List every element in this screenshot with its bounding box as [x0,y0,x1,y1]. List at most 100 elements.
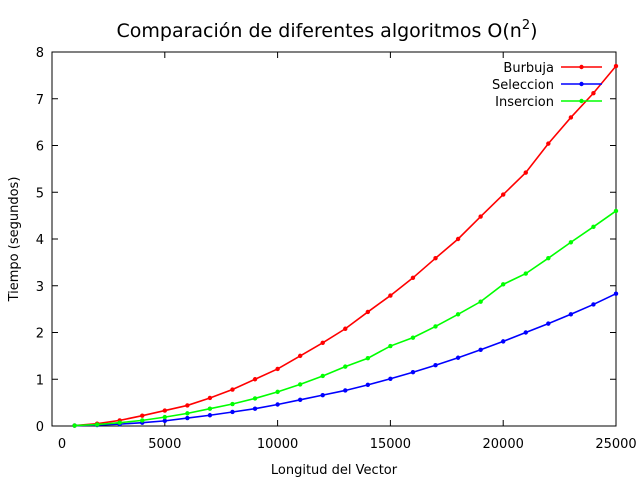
data-point-burbuja [523,170,528,175]
data-point-insercion [72,423,77,428]
series-layer [72,63,619,428]
data-point-insercion [162,414,167,420]
chart-title-superscript: 2 [522,18,530,33]
data-point-insercion [388,343,393,349]
y-tick-label: 4 [36,233,44,248]
data-point-seleccion [320,392,325,398]
data-point-burbuja [591,90,596,96]
data-point-insercion [568,240,574,245]
data-point-insercion [185,411,190,416]
legend-label-seleccion: Seleccion [492,78,554,93]
series-line-insercion [74,210,617,427]
data-point-seleccion [275,402,280,407]
data-point-seleccion [410,370,416,375]
legend-marker-burbuja [579,64,584,70]
y-tick-label: 7 [36,93,44,108]
data-point-burbuja [501,192,506,197]
data-point-insercion [207,406,213,411]
data-point-insercion [94,422,100,427]
y-tick-label: 8 [36,46,44,61]
data-point-seleccion [478,347,483,352]
data-point-burbuja [365,309,371,315]
data-point-insercion [365,356,371,361]
y-axis: 0 1 2 3 4 5 6 7 8 [36,46,616,435]
data-point-insercion [275,389,280,395]
data-point-seleccion [501,339,506,344]
data-point-insercion [501,282,506,287]
data-point-seleccion [162,418,167,424]
data-point-burbuja [252,377,258,382]
data-point-burbuja [207,395,213,401]
data-point-insercion [455,312,461,317]
data-point-insercion [320,373,325,379]
x-tick-label: 20000 [483,437,524,452]
data-point-seleccion [230,409,235,415]
legend-label-insercion: Insercion [495,95,554,110]
data-point-burbuja [568,115,574,120]
x-tick-label: 15000 [370,437,411,452]
data-point-seleccion [546,321,551,326]
data-point-burbuja [162,408,167,413]
series-line-seleccion [74,292,617,427]
data-point-seleccion [591,302,596,307]
x-axis-label: Longitud del Vector [271,463,398,478]
data-point-seleccion [388,376,393,381]
data-point-burbuja [297,353,303,359]
y-tick-label: 1 [36,373,44,388]
data-point-seleccion [433,363,438,368]
data-point-burbuja [185,403,190,408]
data-point-insercion [140,418,145,423]
data-point-burbuja [613,63,619,69]
x-tick-label: 0 [58,437,66,452]
y-tick-label: 5 [36,186,44,201]
series-line-burbuja [74,65,617,427]
data-point-burbuja [410,275,416,281]
legend: Burbuja Seleccion Insercion [492,61,602,110]
chart-title-close: ) [530,20,537,42]
data-point-seleccion [297,397,303,403]
data-point-seleccion [185,415,190,421]
data-point-burbuja [478,214,483,219]
data-point-insercion [410,335,416,340]
x-tick-label: 25000 [595,437,636,452]
y-tick-label: 0 [36,420,44,435]
data-point-insercion [523,271,528,276]
legend-marker-insercion [579,98,584,104]
data-point-seleccion [613,291,619,296]
data-point-insercion [343,364,348,369]
data-point-insercion [613,208,619,214]
data-point-seleccion [365,382,371,388]
data-point-insercion [297,382,303,387]
data-point-insercion [252,396,258,401]
data-point-insercion [230,401,235,407]
y-tick-label: 2 [36,327,44,342]
data-point-seleccion [252,406,258,411]
data-point-insercion [546,255,551,261]
data-point-burbuja [275,366,280,372]
data-point-burbuja [433,255,438,261]
data-point-burbuja [343,326,348,331]
data-point-seleccion [343,388,348,393]
data-point-insercion [591,224,596,230]
x-tick-label: 10000 [257,437,298,452]
y-axis-label: Tiempo (segundos) [7,177,22,303]
x-axis: 0 5000 10000 15000 20000 25000 [51,52,637,452]
legend-label-burbuja: Burbuja [503,61,554,76]
data-point-insercion [433,324,438,329]
data-point-burbuja [230,387,235,392]
data-point-burbuja [320,340,325,345]
data-point-burbuja [455,236,461,242]
y-tick-label: 6 [36,140,44,155]
data-point-seleccion [207,413,213,418]
y-tick-label: 3 [36,280,44,295]
data-point-insercion [478,299,483,304]
chart-title: Comparación de diferentes algoritmos O(n… [116,18,537,42]
data-point-burbuja [546,141,551,146]
data-point-insercion [117,420,122,425]
data-point-burbuja [140,413,145,418]
chart-title-text: Comparación de diferentes algoritmos O(n [116,20,521,42]
legend-marker-seleccion [579,81,584,87]
data-point-seleccion [523,330,528,335]
data-point-seleccion [455,355,461,360]
